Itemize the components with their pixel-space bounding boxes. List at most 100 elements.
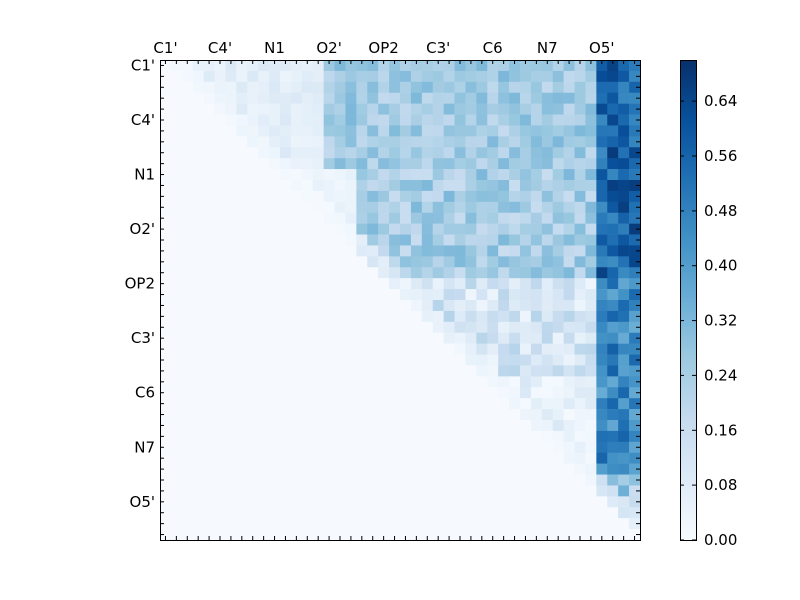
heatmap-cell (596, 92, 608, 104)
heatmap-cell (258, 158, 270, 170)
heatmap-cell (301, 430, 314, 443)
heatmap-cell (629, 354, 641, 366)
heatmap-cell (378, 103, 390, 115)
heatmap-cell (192, 136, 204, 148)
heatmap-cell (552, 289, 564, 301)
heatmap-cell (509, 278, 521, 290)
heatmap-cell (476, 430, 488, 443)
heatmap-cell (487, 463, 499, 475)
heatmap-cell (378, 212, 390, 224)
heatmap-cell (563, 485, 575, 497)
heatmap-cell (618, 103, 630, 115)
heatmap-cell (181, 60, 194, 72)
heatmap-cell (192, 474, 204, 486)
heatmap-cell (378, 136, 390, 148)
heatmap-cell (389, 125, 401, 137)
heatmap-cell (225, 278, 237, 290)
heatmap-cell (323, 158, 335, 170)
heatmap-cell (334, 452, 346, 464)
heatmap-cell (247, 485, 259, 497)
heatmap-cell (181, 365, 194, 377)
heatmap-cell (607, 190, 619, 203)
heatmap-cell (574, 507, 586, 519)
heatmap-cell (476, 190, 488, 203)
heatmap-cell (421, 376, 434, 388)
heatmap-cell (203, 409, 215, 421)
heatmap-cell (203, 245, 215, 257)
heatmap-cell (487, 376, 499, 388)
heatmap-cell (476, 496, 488, 508)
heatmap-cell (280, 376, 292, 388)
heatmap-cell (236, 234, 248, 246)
heatmap-cell (214, 81, 226, 94)
heatmap-cell (247, 365, 259, 377)
heatmap-cell (356, 332, 368, 344)
heatmap-cell (552, 310, 564, 323)
heatmap-cell (432, 332, 444, 344)
heatmap-cell (345, 190, 357, 203)
heatmap-cell (509, 234, 521, 246)
heatmap-cell (389, 485, 401, 497)
heatmap-cell (203, 354, 215, 366)
heatmap-cell (421, 223, 434, 235)
heatmap-cell (432, 136, 444, 148)
heatmap-cell (465, 70, 477, 83)
heatmap-cell (323, 409, 335, 421)
heatmap-cell (509, 496, 521, 508)
heatmap-cell (585, 474, 597, 486)
heatmap-cell (258, 234, 270, 246)
heatmap-cell (563, 376, 575, 388)
heatmap-cell (334, 267, 346, 279)
heatmap-cell (629, 256, 641, 268)
heatmap-cell (334, 180, 346, 192)
heatmap-cell (410, 409, 423, 421)
heatmap-cell (410, 234, 423, 246)
heatmap-cell (443, 81, 455, 94)
heatmap-cell (498, 376, 510, 388)
heatmap-cell (618, 114, 630, 126)
heatmap-cell (378, 332, 390, 344)
heatmap-cell (323, 398, 335, 410)
heatmap-cell (541, 376, 554, 388)
heatmap-cell (181, 518, 194, 530)
heatmap-cell (607, 376, 619, 388)
heatmap-cell (247, 201, 259, 214)
heatmap-cell (345, 289, 357, 301)
heatmap-cell (258, 256, 270, 268)
heatmap-cell (607, 267, 619, 279)
heatmap-cell (312, 343, 324, 355)
heatmap-cell (509, 376, 521, 388)
heatmap-cell (247, 354, 259, 366)
heatmap-cell (596, 365, 608, 377)
heatmap-cell (323, 169, 335, 181)
heatmap-cell (618, 354, 630, 366)
heatmap-cell (487, 267, 499, 279)
heatmap-cell (258, 245, 270, 257)
heatmap-cell (367, 441, 379, 454)
heatmap-cell (585, 125, 597, 137)
heatmap-cell (192, 223, 204, 235)
heatmap-cell (552, 507, 564, 519)
heatmap-cell (629, 507, 641, 519)
heatmap-cell (269, 441, 281, 454)
heatmap-cell (552, 70, 564, 83)
heatmap-cell (214, 485, 226, 497)
heatmap-cell (432, 201, 444, 214)
heatmap-cell (421, 60, 434, 72)
heatmap-cell (214, 409, 226, 421)
heatmap-cell (323, 507, 335, 519)
heatmap-cell (465, 81, 477, 94)
heatmap-cell (421, 518, 434, 530)
heatmap-cell (574, 420, 586, 432)
heatmap-cell (509, 70, 521, 83)
heatmap-cell (563, 103, 575, 115)
heatmap-cell (541, 147, 554, 159)
heatmap-cell (378, 158, 390, 170)
heatmap-cell (301, 81, 314, 94)
heatmap-cell (181, 180, 194, 192)
heatmap-cell (487, 245, 499, 257)
heatmap-cell (421, 441, 434, 454)
heatmap-cell (160, 430, 172, 443)
heatmap-cell (280, 518, 292, 530)
heatmap-cell (476, 529, 488, 541)
